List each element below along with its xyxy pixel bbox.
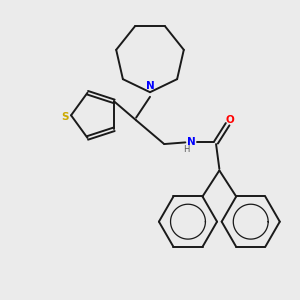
Text: N: N [146,81,154,91]
Text: N: N [187,137,196,147]
Text: H: H [183,145,189,154]
Text: O: O [226,115,234,125]
Text: S: S [61,112,69,122]
